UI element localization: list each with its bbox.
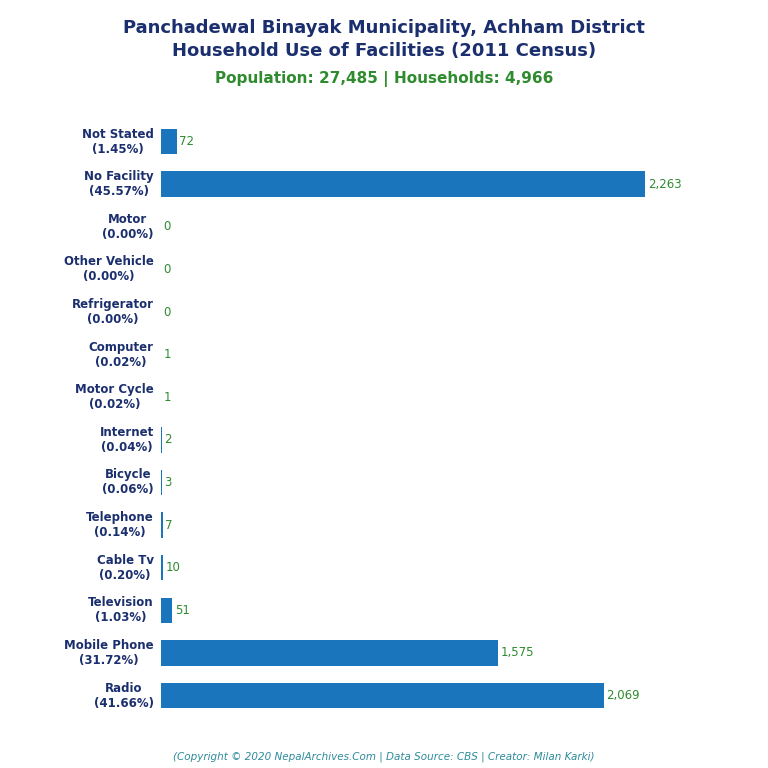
Text: 51: 51 [175,604,190,617]
Text: Population: 27,485 | Households: 4,966: Population: 27,485 | Households: 4,966 [215,71,553,88]
Text: 2,263: 2,263 [647,177,681,190]
Bar [161,171,645,197]
Text: 2,069: 2,069 [606,689,640,702]
Bar [161,512,163,538]
Text: Panchadewal Binayak Municipality, Achham District: Panchadewal Binayak Municipality, Achham… [123,19,645,37]
Text: 1,575: 1,575 [501,647,534,660]
Bar [161,683,604,708]
Bar [161,555,164,581]
Text: (Copyright © 2020 NepalArchives.Com | Data Source: CBS | Creator: Milan Karki): (Copyright © 2020 NepalArchives.Com | Da… [174,751,594,762]
Text: 3: 3 [164,476,172,489]
Text: 10: 10 [166,561,180,574]
Bar [161,129,177,154]
Text: 0: 0 [163,263,170,276]
Text: Household Use of Facilities (2011 Census): Household Use of Facilities (2011 Census… [172,42,596,60]
Text: 2: 2 [164,433,172,446]
Bar [161,598,172,623]
Text: 7: 7 [165,518,173,531]
Text: 1: 1 [164,391,171,404]
Text: 0: 0 [163,306,170,319]
Text: 72: 72 [179,135,194,148]
Text: 1: 1 [164,348,171,361]
Text: 0: 0 [163,220,170,233]
Bar [161,641,498,666]
